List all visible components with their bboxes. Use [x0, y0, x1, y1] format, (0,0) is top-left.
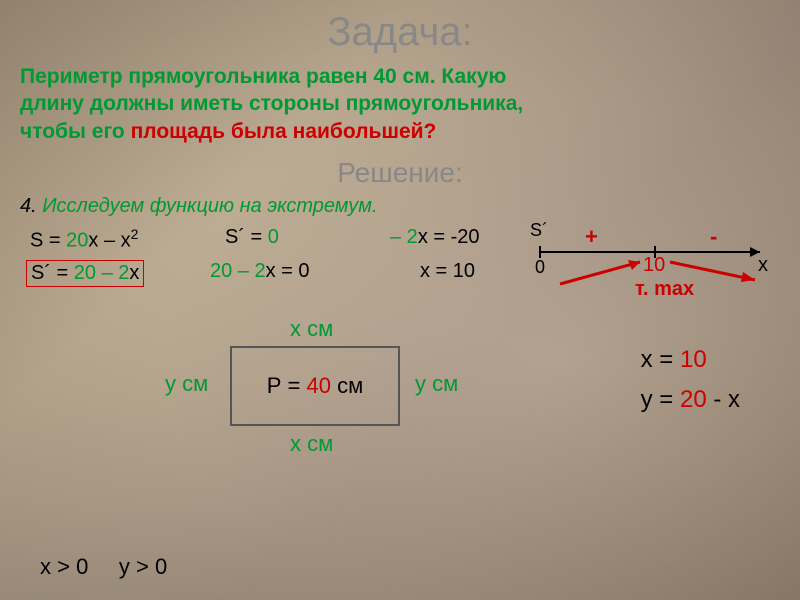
- problem-line1: Периметр прямоугольника равен 40 см. Как…: [20, 65, 506, 88]
- nl-sprime: S´: [530, 220, 548, 241]
- results: х = 10 у = 20 - х: [641, 346, 740, 414]
- solution-label: Решение:: [20, 157, 780, 189]
- step-num: 4.: [20, 195, 42, 217]
- eq-sp-3: х: [129, 262, 139, 284]
- rect-y-left: у см: [165, 371, 208, 397]
- nl-zero: 0: [535, 257, 545, 278]
- eq-sp0-2: 0: [268, 226, 279, 248]
- res-x-lhs: х =: [641, 346, 680, 373]
- rectangle: Р = 40 см: [230, 346, 400, 426]
- eq-x10: х = 10: [420, 260, 475, 283]
- problem-line3a: чтобы его: [20, 120, 131, 143]
- step-4: 4. Исследуем функцию на экстремум.: [20, 195, 780, 218]
- problem-line3b: площадь была наибольшей?: [131, 120, 437, 143]
- nl-plus: +: [585, 224, 598, 250]
- res-x-rhs: 10: [680, 346, 707, 373]
- eq-sp0-1: S´ =: [225, 226, 268, 248]
- eq-sp-1: S´ =: [31, 262, 74, 284]
- constraint-y: у > 0: [119, 554, 167, 579]
- neg2x-2: х = -20: [418, 226, 480, 248]
- res-y-lhs: у =: [641, 386, 680, 413]
- nl-minus: -: [710, 224, 717, 250]
- res-y-20: 20: [680, 386, 707, 413]
- step-text: Исследуем функцию на экстремум.: [42, 195, 377, 217]
- nl-tmax: т. max: [635, 278, 694, 301]
- rect-p-unit: см: [331, 373, 363, 398]
- nl-x: х: [758, 254, 768, 277]
- rect-p-label: Р =: [267, 373, 307, 398]
- eq-s-3: х – х: [88, 230, 130, 252]
- eq-s-2: 20: [66, 230, 88, 252]
- rect-p-val: 40: [307, 373, 331, 398]
- rect-y-right: у см: [415, 371, 458, 397]
- constraints: х > 0 у > 0: [40, 554, 167, 580]
- rect-x-top: х см: [290, 316, 333, 342]
- eq20-1: 20 – 2: [210, 260, 266, 282]
- neg2x-1: – 2: [390, 226, 418, 248]
- eq-s-sup: 2: [131, 226, 139, 242]
- eq20-2: х = 0: [266, 260, 310, 282]
- nl-ten: 10: [643, 254, 665, 277]
- title: Задача:: [20, 10, 780, 55]
- constraint-x: х > 0: [40, 554, 88, 579]
- eq-sp-2: 20 – 2: [74, 262, 130, 284]
- rect-x-bottom: х см: [290, 431, 333, 457]
- eq-sprime-box: S´ = 20 – 2х: [26, 260, 144, 287]
- number-line: S´ + - 0 10 х т. max: [530, 222, 780, 302]
- problem-statement: Периметр прямоугольника равен 40 см. Как…: [20, 63, 780, 145]
- res-y-mx: - х: [707, 386, 740, 413]
- equations: S = 20х – х2 S´ = 20 – 2х S´ = 0 20 – 2х…: [20, 226, 780, 296]
- problem-line2: длину должны иметь стороны прямоугольник…: [20, 92, 523, 115]
- rectangle-diagram: х см у см Р = 40 см у см х см х = 10 у =…: [20, 316, 780, 496]
- eq-s-1: S =: [30, 230, 66, 252]
